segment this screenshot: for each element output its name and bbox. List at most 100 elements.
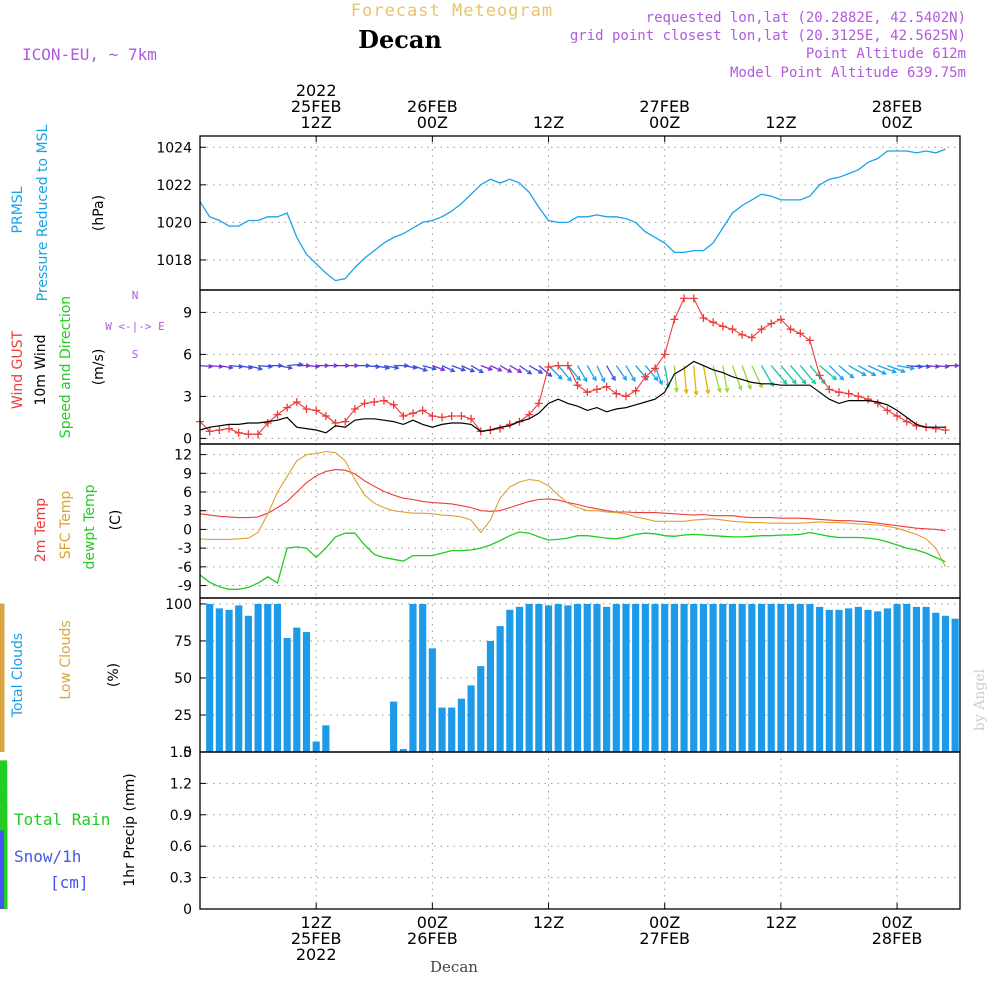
ytick-label-precip: 1.5 bbox=[170, 745, 192, 761]
gust-marker bbox=[467, 414, 476, 423]
wind-barb bbox=[238, 364, 253, 369]
wind-barb bbox=[567, 365, 581, 381]
ytick-label-pressure: 1020 bbox=[156, 215, 192, 231]
wind-barb bbox=[926, 364, 939, 368]
wind-barb bbox=[799, 365, 816, 384]
ytick-label-precip: 0 bbox=[183, 902, 192, 918]
gust-marker bbox=[834, 388, 843, 397]
wind-barb-head bbox=[832, 375, 838, 381]
wind-barb bbox=[557, 365, 572, 382]
gust-marker bbox=[360, 399, 369, 408]
total-cloud-bar bbox=[399, 749, 407, 752]
wind-barb-head bbox=[747, 384, 752, 391]
wind-barb bbox=[867, 365, 886, 375]
ytick-label-temperature: 12 bbox=[174, 448, 192, 464]
total-cloud-bar bbox=[603, 606, 611, 752]
model-altitude: Model Point Altitude 639.75m bbox=[730, 65, 966, 81]
wind-barb-head bbox=[737, 385, 743, 391]
xtick-label-top: 27FEB bbox=[639, 97, 690, 116]
gust-marker bbox=[689, 294, 698, 303]
total-cloud-bar bbox=[912, 606, 921, 752]
ylabel-speed-dir: Speed and Direction bbox=[58, 296, 74, 438]
wind-barb-head bbox=[257, 365, 264, 371]
wind-barb-head bbox=[517, 368, 523, 373]
total-cloud-bar bbox=[854, 606, 862, 752]
gust-marker bbox=[379, 396, 388, 405]
legend-cm: [cm] bbox=[50, 873, 89, 892]
xtick-label-bottom: 27FEB bbox=[639, 929, 690, 948]
gust-marker bbox=[292, 398, 301, 406]
gust-marker bbox=[534, 399, 543, 408]
gust-marker bbox=[496, 424, 505, 433]
wind-barb-head bbox=[861, 371, 867, 377]
wind-barb bbox=[383, 364, 399, 369]
ytick-label-pressure: 1024 bbox=[156, 140, 192, 156]
low-cloud-bar bbox=[0, 675, 5, 752]
wind-barb-head bbox=[954, 363, 960, 369]
total-cloud-bar bbox=[535, 603, 543, 752]
series-line-wind-gust bbox=[199, 297, 946, 435]
total-cloud-bar bbox=[457, 698, 465, 752]
wind-barb bbox=[644, 365, 659, 381]
gust-marker bbox=[525, 410, 534, 419]
wind-barb-head bbox=[909, 365, 916, 371]
wind-barb-head bbox=[683, 389, 689, 395]
gust-marker bbox=[612, 389, 621, 398]
gust-marker bbox=[660, 350, 669, 359]
gust-marker bbox=[931, 424, 940, 433]
gust-marker bbox=[757, 325, 766, 334]
ytick-label-pressure: 1018 bbox=[156, 253, 192, 269]
series-line-10m-wind bbox=[199, 360, 946, 434]
gust-marker bbox=[563, 361, 572, 370]
wind-barb-head bbox=[507, 368, 513, 373]
wind-barb-head bbox=[622, 375, 628, 381]
ylabel-precip: 1hr Precip (mm) bbox=[122, 773, 138, 886]
xtick-label-top: 12Z bbox=[765, 113, 796, 132]
wind-barb-head bbox=[891, 368, 897, 374]
wind-barb bbox=[403, 364, 417, 369]
bottom-location-label: Decan bbox=[430, 958, 478, 976]
xtick-label-top: 25FEB bbox=[291, 97, 342, 116]
plot-panels: 10181020102210240369-9-6-303691202550751… bbox=[0, 81, 961, 964]
wind-barb bbox=[209, 364, 223, 368]
gust-marker bbox=[225, 424, 234, 433]
total-cloud-bar bbox=[903, 603, 911, 752]
panel-precip: 0 0.3 0.6 0.9 1.2 1.5 bbox=[0, 745, 961, 918]
wind-barb bbox=[673, 365, 678, 392]
wind-barb bbox=[780, 365, 797, 384]
wind-barb-head bbox=[431, 365, 438, 371]
gust-marker bbox=[728, 325, 737, 334]
ylabel-gust: Wind GUST bbox=[10, 330, 26, 409]
total-cloud-bar bbox=[244, 615, 252, 752]
gust-marker bbox=[312, 406, 321, 415]
wind-barb bbox=[819, 365, 837, 380]
wind-barb-head bbox=[575, 375, 581, 382]
wind-barb-head bbox=[527, 369, 533, 375]
gust-marker bbox=[747, 333, 756, 342]
wind-barb-head bbox=[460, 366, 467, 372]
ylabel-sfc-temp: SFC Temp bbox=[58, 491, 74, 560]
wind-barb-head bbox=[769, 382, 775, 388]
snow-bar bbox=[0, 907, 4, 909]
series-line-sfc-temp bbox=[199, 450, 946, 568]
total-cloud-bar bbox=[312, 741, 320, 752]
total-cloud-bar bbox=[680, 603, 688, 752]
gust-marker bbox=[457, 412, 466, 420]
gust-marker bbox=[864, 395, 873, 404]
wind-barb-head bbox=[705, 389, 711, 395]
wind-barb-head bbox=[592, 376, 597, 382]
ytick-label-temperature: 3 bbox=[183, 504, 192, 520]
wind-barb-head bbox=[547, 372, 553, 377]
ytick-label-clouds: 0 bbox=[183, 745, 192, 761]
total-cloud-bar bbox=[845, 608, 853, 752]
wind-barb bbox=[877, 364, 896, 373]
total-cloud-bar bbox=[777, 603, 785, 752]
wind-barb bbox=[664, 365, 670, 387]
wind-barb bbox=[809, 365, 826, 384]
wind-barb-head bbox=[497, 367, 503, 372]
xtick-label-top: 12Z bbox=[533, 113, 564, 132]
gust-marker bbox=[767, 319, 776, 328]
total-cloud-bar bbox=[583, 603, 591, 752]
wind-barb-head bbox=[871, 371, 877, 377]
